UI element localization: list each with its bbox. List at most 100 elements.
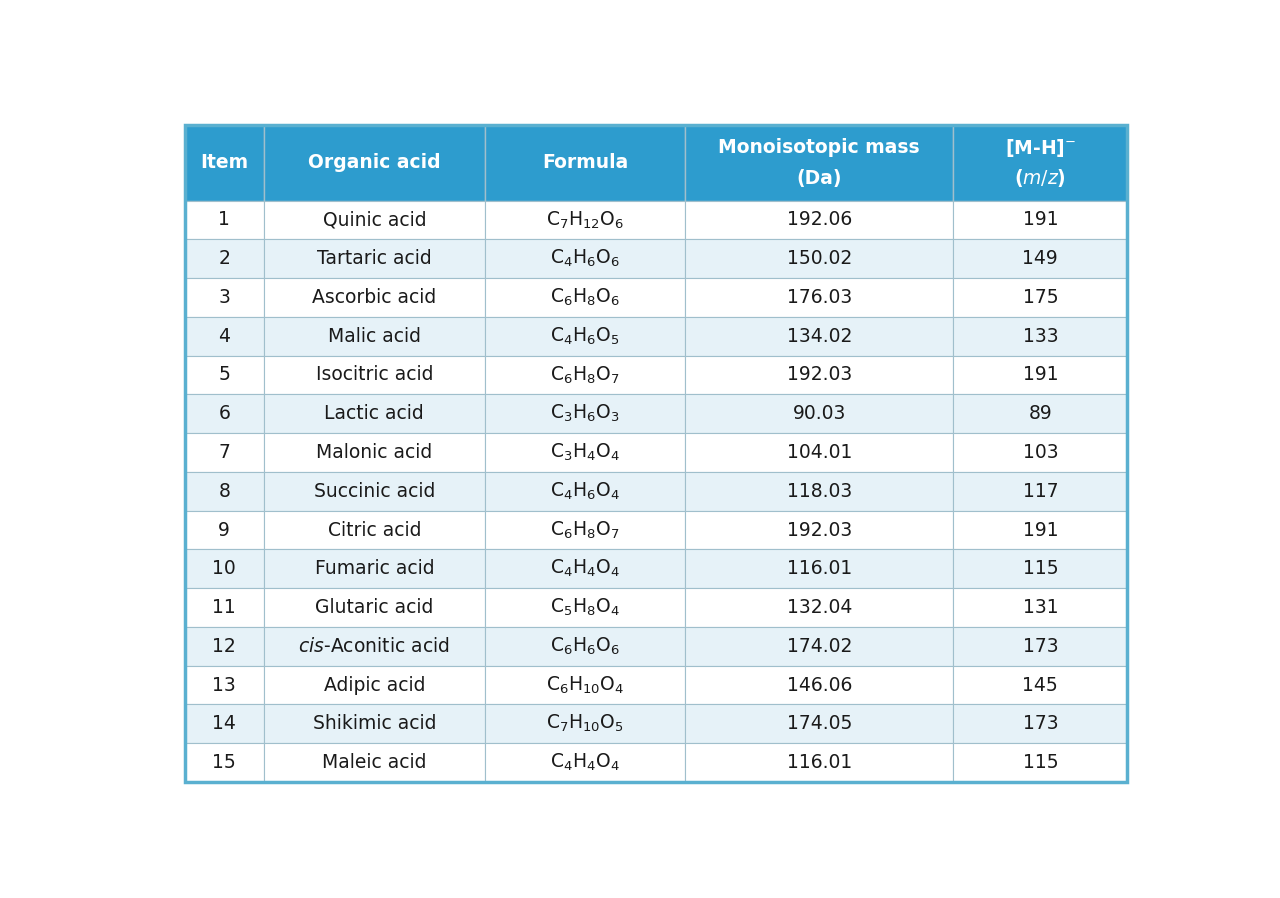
Text: Citric acid: Citric acid bbox=[328, 521, 421, 540]
Text: 132.04: 132.04 bbox=[786, 598, 852, 617]
Bar bbox=[685, 665, 954, 704]
Bar bbox=[954, 356, 1128, 394]
Bar bbox=[264, 433, 485, 471]
Bar bbox=[485, 317, 685, 356]
Text: C$_{4}$H$_{4}$O$_{4}$: C$_{4}$H$_{4}$O$_{4}$ bbox=[550, 752, 620, 773]
Text: C$_{6}$H$_{8}$O$_{6}$: C$_{6}$H$_{8}$O$_{6}$ bbox=[550, 286, 620, 308]
Text: Isocitric acid: Isocitric acid bbox=[316, 365, 433, 384]
Bar bbox=[485, 356, 685, 394]
Text: C$_{6}$H$_{8}$O$_{7}$: C$_{6}$H$_{8}$O$_{7}$ bbox=[550, 365, 620, 385]
Bar bbox=[485, 240, 685, 278]
Text: 192.03: 192.03 bbox=[787, 521, 851, 540]
Bar bbox=[184, 471, 264, 511]
Bar bbox=[264, 704, 485, 744]
Bar bbox=[954, 744, 1128, 782]
Bar bbox=[264, 665, 485, 704]
Text: 115: 115 bbox=[1023, 753, 1059, 772]
Bar bbox=[685, 588, 954, 627]
Bar bbox=[485, 471, 685, 511]
Bar bbox=[184, 433, 264, 471]
Text: Organic acid: Organic acid bbox=[308, 154, 440, 172]
Bar bbox=[685, 471, 954, 511]
Bar bbox=[954, 550, 1128, 588]
Text: 118.03: 118.03 bbox=[787, 481, 851, 501]
Text: 117: 117 bbox=[1023, 481, 1059, 501]
Text: C$_{4}$H$_{6}$O$_{6}$: C$_{4}$H$_{6}$O$_{6}$ bbox=[550, 248, 620, 269]
Text: 176.03: 176.03 bbox=[787, 288, 851, 307]
Text: 90.03: 90.03 bbox=[792, 404, 846, 423]
Text: Maleic acid: Maleic acid bbox=[323, 753, 426, 772]
Text: Item: Item bbox=[200, 154, 248, 172]
Bar bbox=[485, 550, 685, 588]
Text: C$_{5}$H$_{8}$O$_{4}$: C$_{5}$H$_{8}$O$_{4}$ bbox=[550, 597, 620, 618]
Bar bbox=[954, 200, 1128, 240]
Bar bbox=[685, 511, 954, 550]
Bar bbox=[485, 125, 685, 200]
Bar bbox=[184, 394, 264, 433]
Text: 5: 5 bbox=[219, 365, 230, 384]
Text: 2: 2 bbox=[219, 250, 230, 269]
Text: Fumaric acid: Fumaric acid bbox=[315, 559, 434, 578]
Bar bbox=[184, 317, 264, 356]
Bar bbox=[685, 125, 954, 200]
Text: Quinic acid: Quinic acid bbox=[323, 210, 426, 230]
Bar bbox=[485, 588, 685, 627]
Text: 146.06: 146.06 bbox=[786, 675, 852, 694]
Text: C$_{3}$H$_{4}$O$_{4}$: C$_{3}$H$_{4}$O$_{4}$ bbox=[550, 442, 620, 463]
Bar bbox=[264, 588, 485, 627]
Text: 13: 13 bbox=[212, 675, 237, 694]
Text: 191: 191 bbox=[1023, 521, 1059, 540]
Text: 1: 1 bbox=[219, 210, 230, 230]
Bar bbox=[264, 627, 485, 665]
Text: C$_{4}$H$_{6}$O$_{4}$: C$_{4}$H$_{6}$O$_{4}$ bbox=[550, 480, 620, 502]
Text: 116.01: 116.01 bbox=[787, 753, 851, 772]
Text: 191: 191 bbox=[1023, 365, 1059, 384]
Bar bbox=[184, 588, 264, 627]
Text: Malic acid: Malic acid bbox=[328, 327, 421, 346]
Text: 174.02: 174.02 bbox=[786, 637, 852, 656]
Bar bbox=[954, 704, 1128, 744]
Text: 175: 175 bbox=[1023, 288, 1059, 307]
Text: 10: 10 bbox=[212, 559, 237, 578]
Text: 15: 15 bbox=[212, 753, 237, 772]
Bar bbox=[184, 704, 264, 744]
Bar bbox=[954, 125, 1128, 200]
Text: 12: 12 bbox=[212, 637, 237, 656]
Text: 89: 89 bbox=[1028, 404, 1052, 423]
Bar bbox=[264, 511, 485, 550]
Bar bbox=[184, 744, 264, 782]
Text: 174.05: 174.05 bbox=[786, 714, 852, 734]
Text: 173: 173 bbox=[1023, 714, 1059, 734]
Text: 173: 173 bbox=[1023, 637, 1059, 656]
Text: 134.02: 134.02 bbox=[786, 327, 852, 346]
Text: 14: 14 bbox=[212, 714, 237, 734]
Text: Ascorbic acid: Ascorbic acid bbox=[312, 288, 436, 307]
Bar bbox=[485, 665, 685, 704]
Text: C$_{7}$H$_{10}$O$_{5}$: C$_{7}$H$_{10}$O$_{5}$ bbox=[547, 713, 623, 735]
Bar bbox=[685, 278, 954, 317]
Text: $\it{cis}$-Aconitic acid: $\it{cis}$-Aconitic acid bbox=[298, 637, 451, 656]
Bar bbox=[264, 394, 485, 433]
Text: 192.03: 192.03 bbox=[787, 365, 851, 384]
Bar bbox=[184, 125, 264, 200]
Bar bbox=[485, 394, 685, 433]
Bar bbox=[685, 317, 954, 356]
Text: 8: 8 bbox=[219, 481, 230, 501]
Bar bbox=[485, 511, 685, 550]
Bar bbox=[264, 125, 485, 200]
Text: 131: 131 bbox=[1023, 598, 1059, 617]
Bar bbox=[264, 550, 485, 588]
Bar bbox=[264, 317, 485, 356]
Bar bbox=[485, 200, 685, 240]
Bar bbox=[264, 240, 485, 278]
Bar bbox=[184, 511, 264, 550]
Bar bbox=[485, 627, 685, 665]
Text: Monoisotopic mass: Monoisotopic mass bbox=[718, 138, 920, 157]
Text: C$_{4}$H$_{4}$O$_{4}$: C$_{4}$H$_{4}$O$_{4}$ bbox=[550, 559, 620, 579]
Bar bbox=[485, 278, 685, 317]
Text: C$_{6}$H$_{8}$O$_{7}$: C$_{6}$H$_{8}$O$_{7}$ bbox=[550, 519, 620, 541]
Bar bbox=[264, 278, 485, 317]
Text: C$_{6}$H$_{10}$O$_{4}$: C$_{6}$H$_{10}$O$_{4}$ bbox=[545, 674, 625, 696]
Bar bbox=[184, 550, 264, 588]
Bar bbox=[184, 665, 264, 704]
